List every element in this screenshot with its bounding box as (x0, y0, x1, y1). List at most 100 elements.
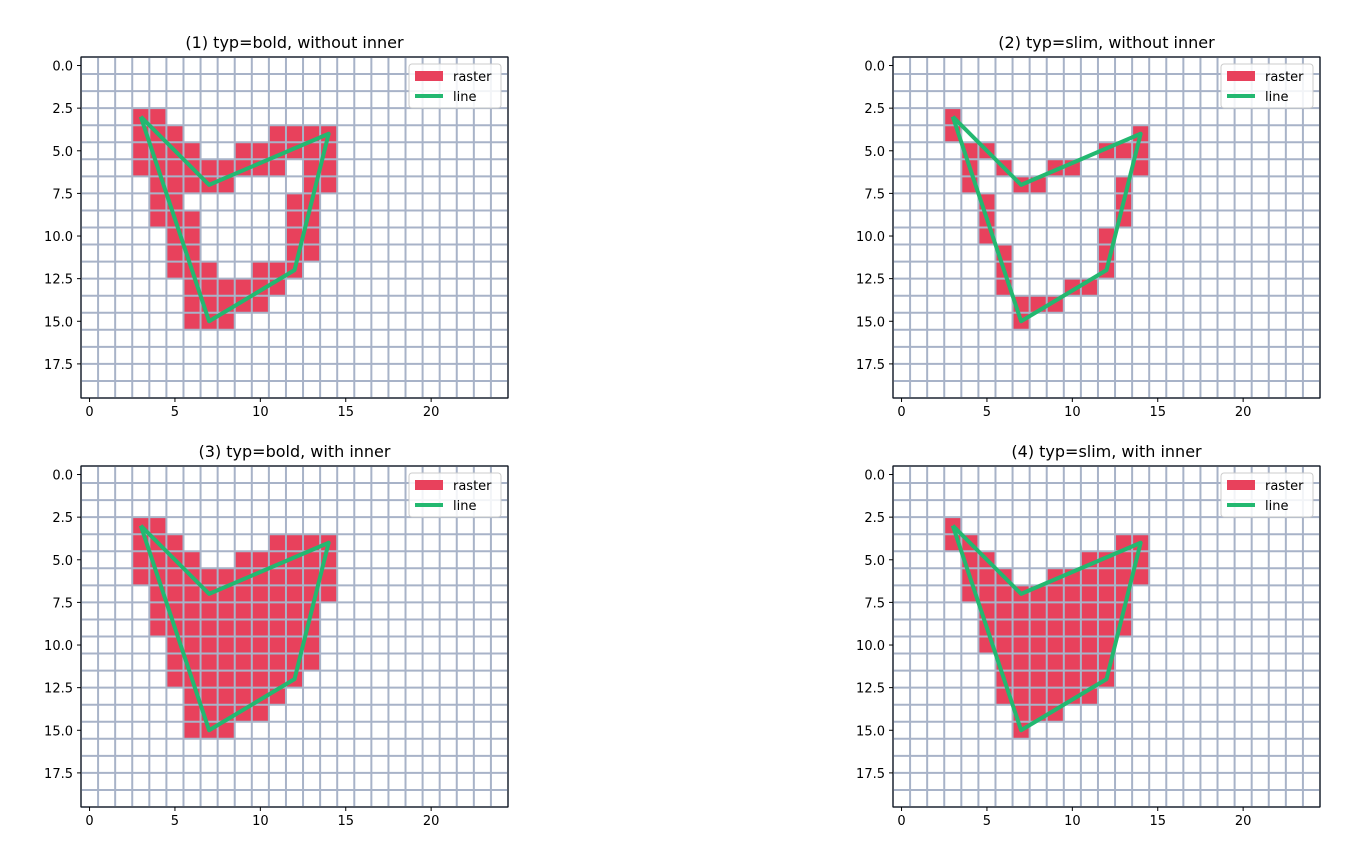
raster-cell (132, 159, 150, 177)
raster-cell (234, 636, 252, 654)
raster-cell (217, 653, 235, 671)
raster-cell (1046, 670, 1064, 688)
raster-cell (1097, 636, 1116, 654)
raster-cell (200, 653, 218, 671)
raster-cell (166, 568, 184, 586)
raster-cell (234, 585, 252, 603)
x-tick-label: 0 (85, 814, 93, 829)
raster-cell (183, 142, 201, 160)
raster-cell (1132, 568, 1150, 586)
raster-cell (1046, 585, 1064, 603)
raster-cell (1012, 619, 1030, 637)
raster-cell (166, 244, 184, 262)
raster-cell (1080, 619, 1098, 637)
raster-cell (234, 602, 252, 620)
raster-cell (149, 210, 167, 228)
raster-cell (1063, 602, 1081, 620)
raster-cell (303, 142, 321, 160)
raster-cell (200, 602, 218, 620)
raster-cell (166, 534, 184, 552)
raster-cell (251, 602, 269, 620)
raster-cell (303, 636, 321, 654)
raster-cell (268, 125, 286, 143)
raster-cell (183, 551, 201, 569)
legend: raster line (408, 472, 502, 518)
y-tick-label: 17.5 (856, 358, 885, 373)
raster-cell (268, 534, 286, 552)
raster-cell (1097, 619, 1116, 637)
y-tick-label: 15.0 (44, 724, 73, 739)
raster-cell (1063, 670, 1081, 688)
raster-cell (200, 568, 218, 586)
raster-cell (1029, 602, 1047, 620)
x-tick-label: 15 (1149, 814, 1166, 829)
raster-cell (251, 619, 269, 637)
x-tick-label: 10 (252, 814, 269, 829)
y-tick-label: 5.0 (52, 554, 73, 569)
raster-cell (268, 602, 286, 620)
grid (80, 465, 509, 808)
raster-cell (285, 125, 304, 143)
y-tick-label: 5.0 (864, 145, 885, 160)
x-tick-label: 15 (337, 405, 354, 420)
y-tick-label: 2.5 (52, 102, 73, 117)
y-tick-label: 2.5 (864, 511, 885, 526)
raster-cell (1080, 585, 1098, 603)
raster-cell (200, 261, 218, 279)
raster-cell (234, 142, 252, 160)
raster-cell (1080, 602, 1098, 620)
raster-cell (183, 585, 201, 603)
raster-cell (1115, 568, 1133, 586)
raster-cell (251, 585, 269, 603)
raster-cell (1029, 619, 1047, 637)
y-tick-label: 10.0 (856, 639, 885, 654)
raster-cell (268, 636, 286, 654)
raster-cell (1063, 653, 1081, 671)
raster-cell (234, 278, 252, 296)
raster-cell (995, 602, 1013, 620)
x-tick-label: 10 (1064, 814, 1081, 829)
raster-cell (132, 142, 150, 160)
raster-cell (303, 551, 321, 569)
x-tick-label: 20 (1235, 814, 1252, 829)
chart-panel-2: 0 5 10 15 20 0.0 2.5 5.0 7.5 10.0 12.5 15.0 17.5 (2) … (856, 33, 1321, 420)
y-tick-label: 7.5 (864, 187, 885, 202)
line-series (950, 524, 1143, 733)
legend-raster-label: raster (453, 70, 492, 85)
y-tick-label: 15.0 (856, 315, 885, 330)
y-tick-label: 12.5 (856, 682, 885, 697)
raster-cell (1115, 142, 1133, 160)
legend-line-label: line (1265, 90, 1288, 105)
raster-cell (995, 636, 1013, 654)
legend-raster-label: raster (453, 479, 492, 494)
raster-cell (166, 670, 184, 688)
x-tick-label: 10 (1064, 405, 1081, 420)
y-tick-label: 12.5 (44, 273, 73, 288)
raster-cell (149, 619, 167, 637)
raster-cell (285, 585, 304, 603)
raster-cell (200, 687, 218, 705)
legend-raster-swatch (415, 71, 443, 81)
raster-cell (1046, 602, 1064, 620)
raster-cell (183, 602, 201, 620)
legend-raster-label: raster (1265, 479, 1304, 494)
grid (80, 56, 509, 399)
chart-title: (2) typ=slim, without inner (998, 33, 1215, 52)
y-tick-label: 0.0 (864, 469, 885, 484)
y-tick-label: 0.0 (52, 60, 73, 75)
raster-cell (978, 568, 996, 586)
legend-line-label: line (1265, 499, 1288, 514)
raster-cell (217, 312, 235, 330)
raster-cell (166, 585, 184, 603)
legend-line-label: line (453, 90, 476, 105)
raster-cell (1029, 687, 1047, 705)
raster-cell (217, 619, 235, 637)
axes-frame (892, 56, 1321, 399)
raster-cell (1046, 687, 1064, 705)
raster-cell (234, 687, 252, 705)
raster-cell (217, 687, 235, 705)
raster-cell (1046, 619, 1064, 637)
chart-panel-4: 0 5 10 15 20 0.0 2.5 5.0 7.5 10.0 12.5 15.0 17.5 (4) … (856, 442, 1321, 829)
x-tick-label: 5 (171, 405, 179, 420)
